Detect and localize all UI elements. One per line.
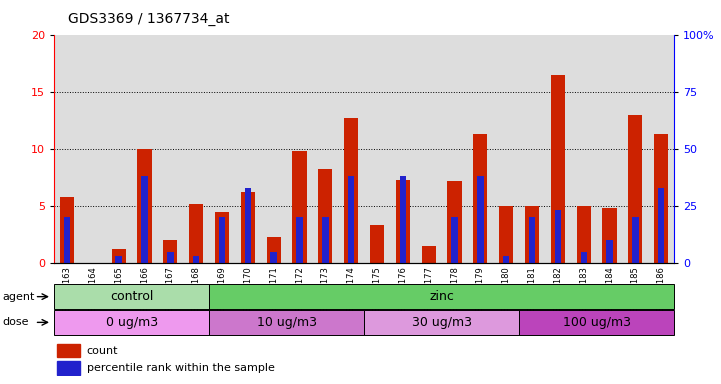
Bar (270, 252, 277, 263)
Bar (519, 310, 674, 335)
Text: 0 ug/m3: 0 ug/m3 (105, 316, 158, 329)
Bar (399, 176, 406, 263)
Bar (106, 35, 131, 263)
Bar (519, 35, 545, 263)
Bar (267, 237, 280, 263)
Text: count: count (87, 346, 118, 356)
Bar (603, 208, 616, 263)
Bar (163, 240, 177, 263)
Bar (235, 35, 261, 263)
Bar (577, 206, 590, 263)
Bar (344, 118, 358, 263)
Bar (473, 134, 487, 263)
Bar (60, 197, 74, 263)
Bar (499, 206, 513, 263)
Bar (209, 35, 235, 263)
Bar (580, 252, 587, 263)
Bar (628, 114, 642, 263)
Text: 30 ug/m3: 30 ug/m3 (412, 316, 472, 329)
Bar (571, 35, 596, 263)
Bar (115, 256, 122, 263)
Bar (183, 35, 209, 263)
Bar (322, 217, 329, 263)
Bar (141, 176, 148, 263)
Bar (441, 35, 467, 263)
Bar (58, 344, 80, 357)
Bar (467, 35, 493, 263)
Bar (138, 149, 151, 263)
Bar (296, 217, 303, 263)
Bar (632, 217, 639, 263)
Bar (364, 310, 519, 335)
Bar (54, 310, 209, 335)
Bar (493, 35, 519, 263)
Bar (396, 180, 410, 263)
Bar (370, 225, 384, 263)
Bar (218, 217, 225, 263)
Bar (293, 151, 306, 263)
Bar (451, 217, 458, 263)
Bar (477, 176, 484, 263)
Text: percentile rank within the sample: percentile rank within the sample (87, 363, 275, 373)
Bar (648, 35, 674, 263)
Bar (286, 35, 312, 263)
Bar (241, 192, 255, 263)
Bar (312, 35, 338, 263)
Bar (189, 204, 203, 263)
Bar (54, 35, 80, 263)
Bar (606, 240, 613, 263)
Bar (215, 212, 229, 263)
Bar (551, 74, 565, 263)
Text: agent: agent (2, 291, 35, 302)
Bar (318, 169, 332, 263)
Bar (416, 35, 441, 263)
Bar (364, 35, 390, 263)
Text: GDS3369 / 1367734_at: GDS3369 / 1367734_at (68, 12, 230, 25)
Bar (448, 181, 461, 263)
Bar (209, 310, 364, 335)
Bar (338, 35, 364, 263)
Bar (545, 35, 571, 263)
Text: 10 ug/m3: 10 ug/m3 (257, 316, 317, 329)
Bar (58, 361, 80, 375)
Bar (209, 284, 674, 309)
Bar (112, 249, 125, 263)
Bar (54, 284, 209, 309)
Bar (658, 188, 665, 263)
Bar (157, 35, 183, 263)
Bar (554, 210, 561, 263)
Bar (131, 35, 157, 263)
Bar (503, 256, 510, 263)
Bar (390, 35, 416, 263)
Bar (622, 35, 648, 263)
Bar (167, 252, 174, 263)
Bar (261, 35, 286, 263)
Bar (422, 246, 435, 263)
Bar (654, 134, 668, 263)
Bar (348, 176, 355, 263)
Text: zinc: zinc (429, 290, 454, 303)
Bar (80, 35, 106, 263)
Bar (244, 188, 251, 263)
Text: control: control (110, 290, 154, 303)
Bar (528, 217, 535, 263)
Bar (193, 256, 200, 263)
Bar (525, 206, 539, 263)
Text: dose: dose (2, 317, 29, 328)
Bar (63, 217, 70, 263)
Bar (596, 35, 622, 263)
Text: 100 ug/m3: 100 ug/m3 (562, 316, 631, 329)
